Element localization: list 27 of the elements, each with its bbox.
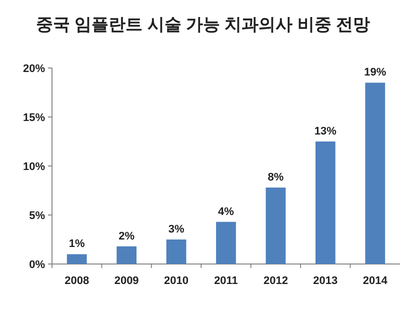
bar bbox=[166, 240, 186, 264]
data-label: 1% bbox=[68, 238, 86, 250]
data-label: 8% bbox=[268, 172, 284, 184]
bar bbox=[266, 188, 286, 264]
data-label: 2% bbox=[118, 230, 135, 242]
y-tick-label: 5% bbox=[29, 210, 46, 222]
data-label: 4% bbox=[218, 206, 234, 218]
x-tick-label: 2012 bbox=[263, 275, 288, 287]
x-tick-label: 2011 bbox=[214, 275, 238, 287]
x-tick-label: 2009 bbox=[114, 275, 139, 287]
data-label: 3% bbox=[168, 224, 184, 236]
data-label: 19% bbox=[364, 66, 386, 79]
y-tick-label: 10% bbox=[22, 161, 46, 173]
x-tick-label: 2010 bbox=[164, 275, 189, 287]
x-tick-label: 2013 bbox=[313, 275, 338, 287]
x-tick-label: 2008 bbox=[64, 275, 90, 287]
y-tick-label: 15% bbox=[22, 112, 46, 124]
bar bbox=[66, 254, 87, 264]
bar bbox=[216, 222, 236, 264]
bar bbox=[116, 246, 137, 264]
y-tick-label: 0% bbox=[29, 259, 46, 271]
y-tick-label: 20% bbox=[22, 63, 46, 75]
chart-title: 중국 임플란트 시술 가능 치과의사 비중 전망 bbox=[36, 15, 370, 34]
data-label: 13% bbox=[314, 126, 337, 138]
bar bbox=[365, 82, 386, 264]
x-tick-label: 2014 bbox=[362, 275, 388, 287]
bar bbox=[315, 142, 336, 264]
